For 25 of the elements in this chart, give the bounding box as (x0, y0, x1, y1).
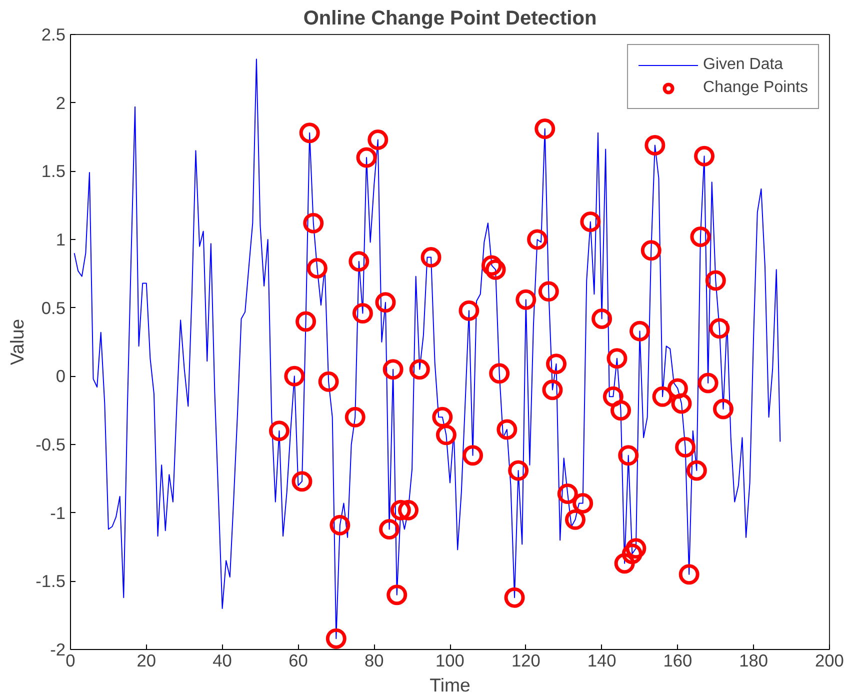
x-tick-label: 180 (739, 650, 768, 670)
y-tick-label: 2 (56, 92, 66, 113)
y-tick-label: -2 (50, 640, 66, 660)
y-tick-label: 1 (56, 230, 66, 250)
x-tick-label: 120 (511, 650, 540, 670)
legend-label: Change Points (703, 79, 808, 97)
chart-title: Online Change Point Detection (303, 8, 597, 30)
x-tick-label: 140 (587, 650, 616, 670)
legend-label: Given Data (703, 56, 784, 74)
x-tick-label: 200 (815, 650, 844, 670)
y-axis-title: Value (6, 318, 28, 366)
x-tick-label: 100 (436, 650, 464, 670)
x-tick-label: 20 (136, 650, 156, 670)
x-tick-label: 160 (663, 650, 692, 670)
y-tick-label: 0.5 (41, 298, 66, 318)
y-tick-label: -0.5 (36, 434, 66, 454)
x-axis-title: Time (430, 674, 470, 696)
y-tick-label: 0 (56, 366, 66, 386)
x-tick-label: 60 (288, 650, 308, 670)
x-tick-label: 80 (364, 650, 384, 670)
y-tick-label: 2.5 (41, 24, 66, 44)
y-tick-label: -1 (50, 502, 66, 523)
y-tick-label: -1.5 (36, 571, 66, 592)
x-tick-label: 40 (212, 650, 232, 670)
y-tick-label: 1.5 (41, 161, 66, 182)
